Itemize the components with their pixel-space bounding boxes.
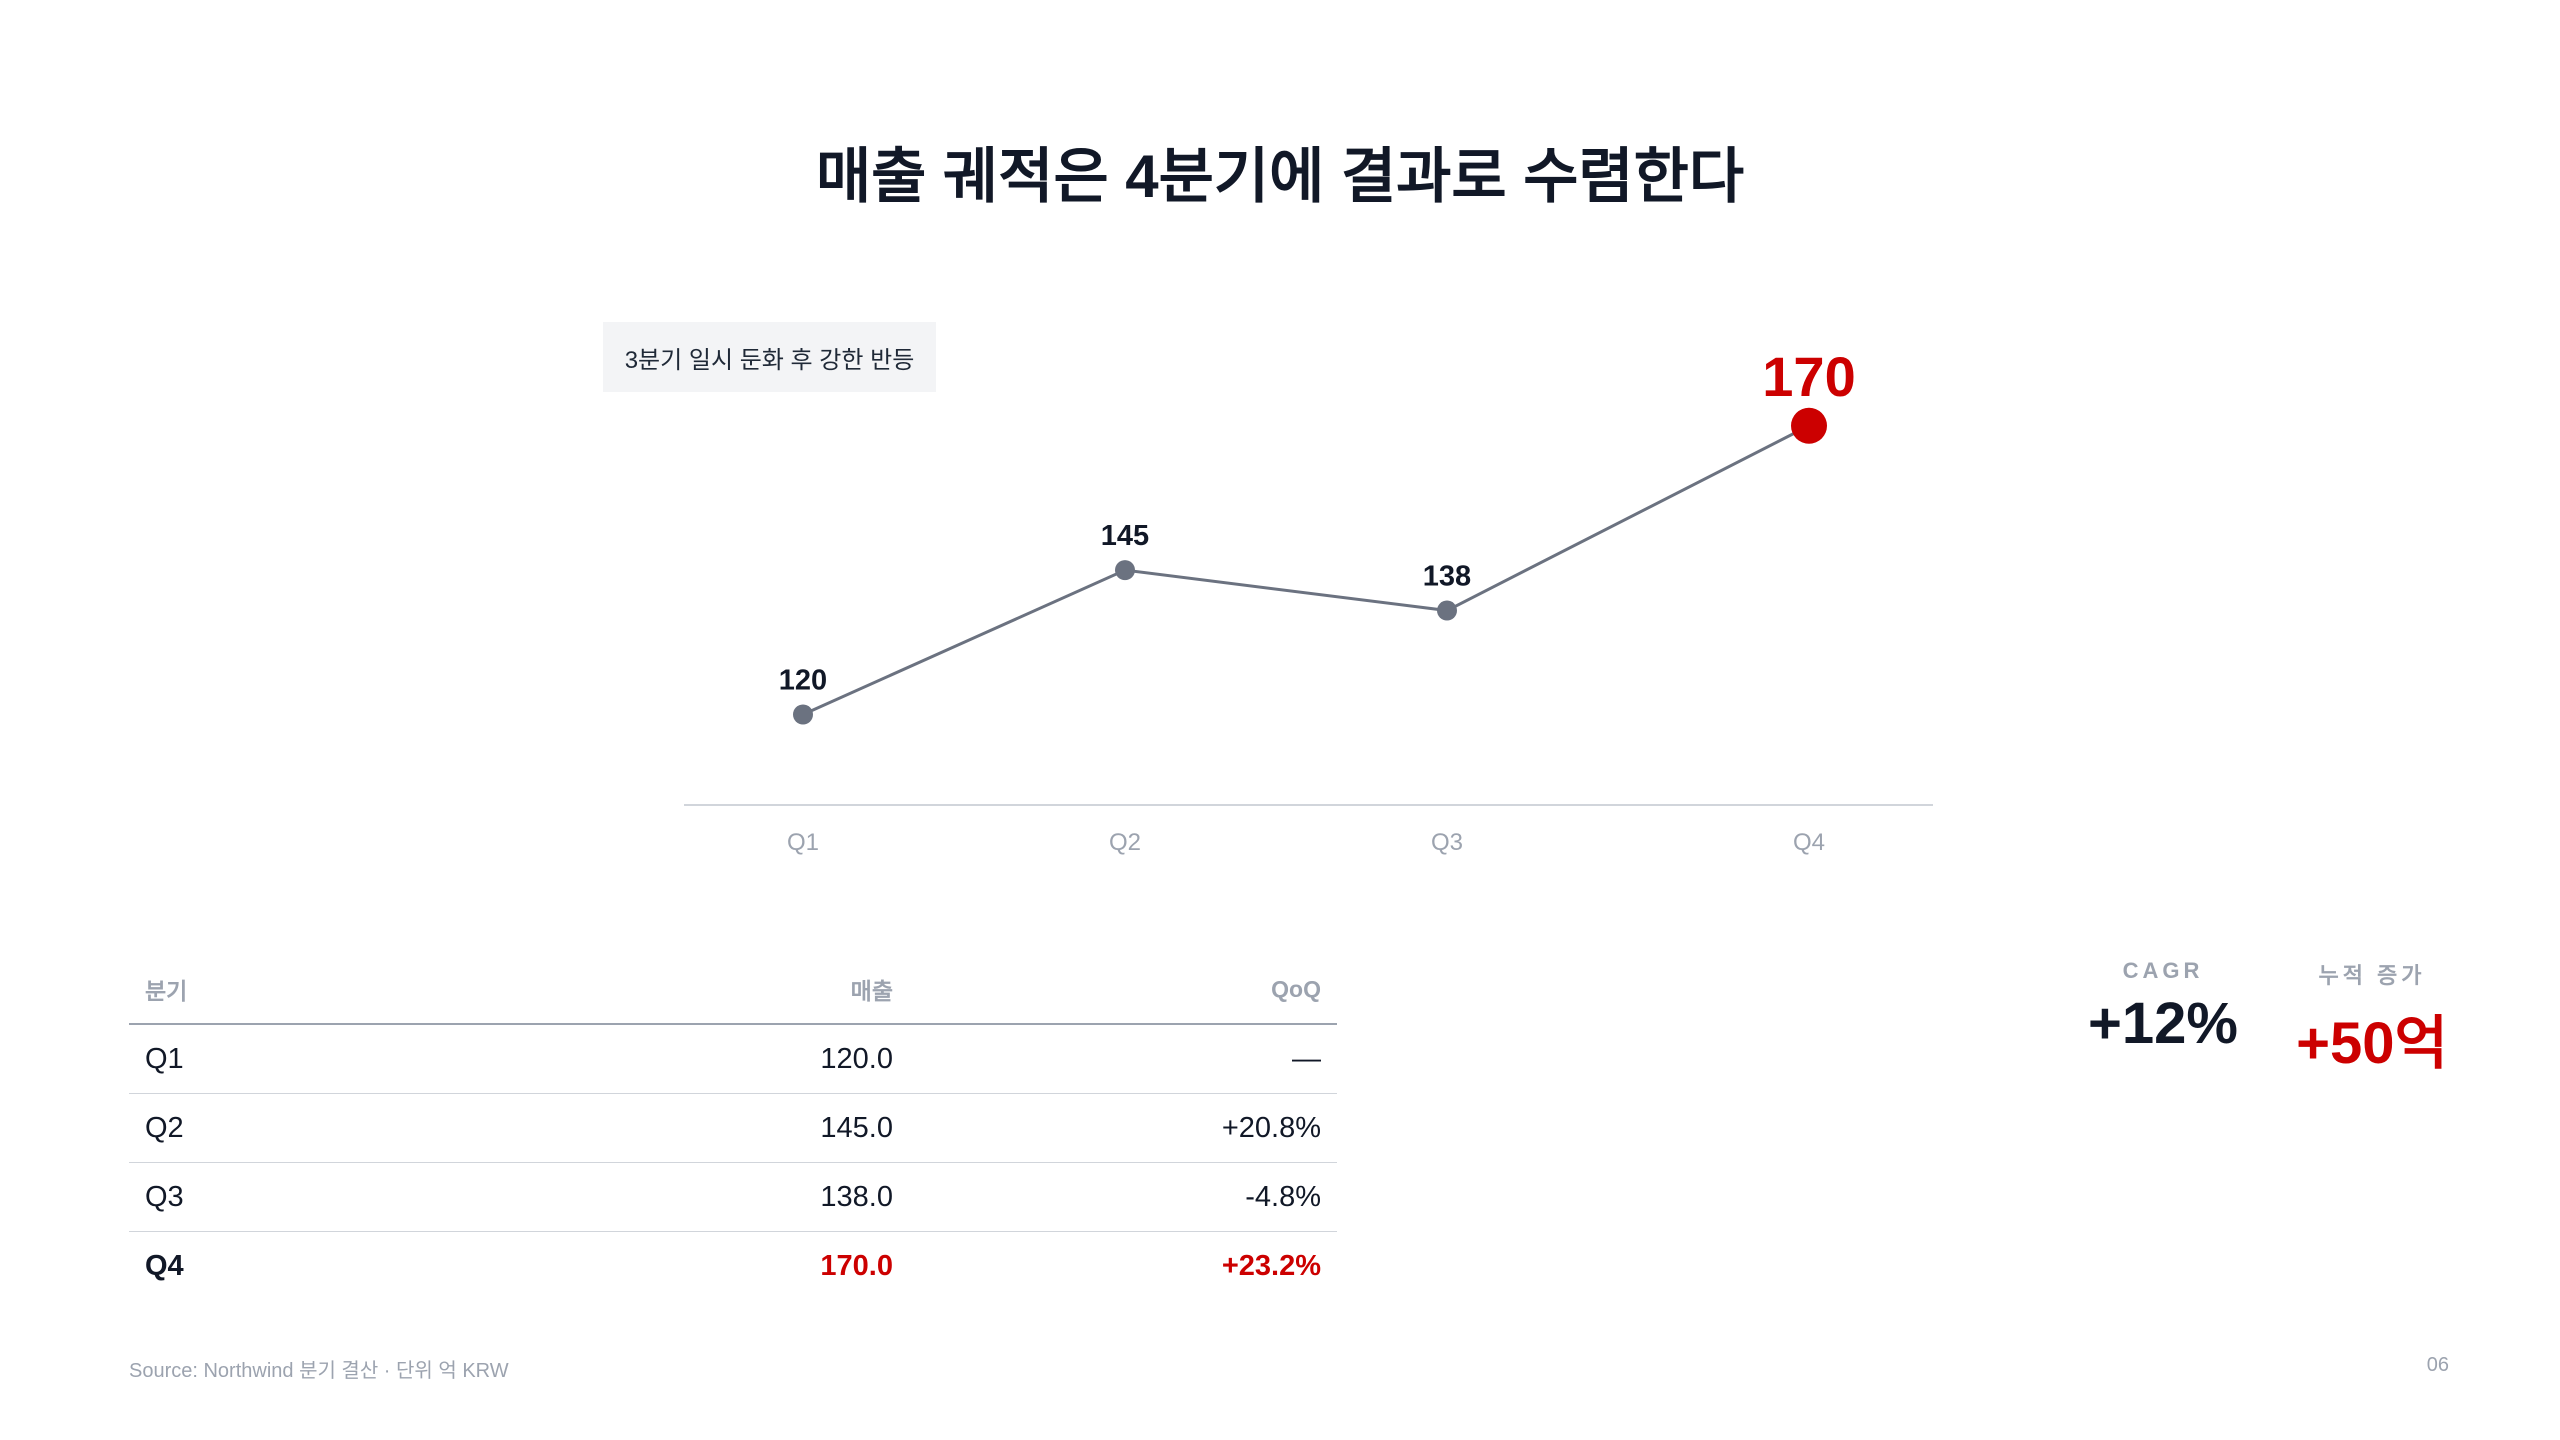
cumulative-stat: 누적 증가 +50억	[2282, 958, 2462, 1080]
cell-quarter: Q2	[129, 1093, 677, 1163]
table-row: Q2 145.0 +20.8%	[129, 1093, 1337, 1163]
table-row: Q3 138.0 -4.8%	[129, 1162, 1337, 1232]
quarterly-table: 분기 매출 QoQ Q1 120.0 — Q2 145.0 +20.8% Q3 …	[129, 955, 1337, 1300]
cell-quarter: Q1	[129, 1024, 677, 1094]
data-label: 120	[779, 665, 827, 697]
data-label: 138	[1423, 561, 1471, 593]
data-label: 145	[1101, 520, 1149, 552]
page-title: 매출 궤적은 4분기에 결과로 수렴한다	[815, 143, 1745, 210]
cell-revenue: 170.0	[820, 1249, 893, 1282]
cumulative-value: +50억	[2296, 1011, 2448, 1076]
table-row: Q1 120.0 —	[129, 1024, 1337, 1094]
data-point	[1115, 560, 1135, 581]
cell-qoq: —	[909, 1024, 1337, 1094]
x-tick-label: Q1	[787, 829, 819, 856]
cell-quarter: Q3	[129, 1162, 677, 1232]
cagr-stat: CAGR +12%	[2058, 958, 2268, 1057]
chart-annotation: 3분기 일시 둔화 후 강한 반등	[603, 322, 936, 392]
header-quarter: 분기	[129, 955, 677, 1025]
cell-revenue: 120.0	[677, 1024, 909, 1094]
cell-qoq: +23.2%	[1221, 1249, 1321, 1282]
cell-revenue: 138.0	[677, 1162, 909, 1232]
cagr-value: +12%	[2088, 991, 2238, 1056]
cell-qoq: +20.8%	[909, 1093, 1337, 1163]
data-point	[793, 704, 813, 725]
line-chart: 120 Q1 145 Q2 138 Q3 170 Q4	[684, 345, 1933, 856]
data-label-highlight: 170	[1762, 345, 1855, 408]
cell-revenue: 145.0	[677, 1093, 909, 1163]
x-tick-label: Q3	[1431, 829, 1463, 856]
series-line	[802, 424, 1810, 716]
header-revenue: 매출	[677, 955, 909, 1025]
data-point-highlight	[1791, 407, 1827, 444]
page-number: 06	[2426, 1354, 2449, 1376]
table-header-row: 분기 매출 QoQ	[129, 955, 1337, 1025]
cell-qoq: -4.8%	[909, 1162, 1337, 1232]
table-row-highlight: Q4 170.0 +23.2%	[129, 1232, 1337, 1301]
data-point	[1437, 600, 1457, 621]
x-tick-label: Q4	[1793, 829, 1825, 856]
cagr-label: CAGR	[2122, 958, 2204, 983]
source-note: Source: Northwind 분기 결산 · 단위 억 KRW	[129, 1360, 509, 1382]
cell-quarter: Q4	[145, 1249, 184, 1282]
cumulative-label: 누적 증가	[2318, 963, 2426, 988]
header-qoq: QoQ	[909, 955, 1337, 1025]
x-tick-label: Q2	[1109, 829, 1141, 856]
